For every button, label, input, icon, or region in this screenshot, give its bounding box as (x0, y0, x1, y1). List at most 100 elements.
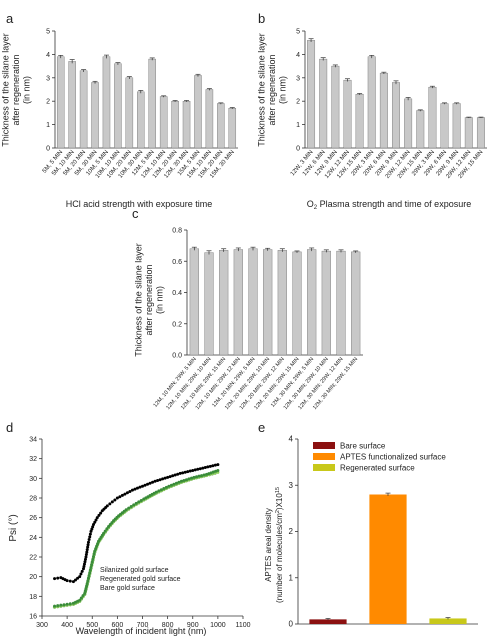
panel-d-point-regenerated (108, 523, 112, 527)
panel-d-point-silanized (83, 557, 87, 561)
panel-d-point-regenerated (211, 470, 215, 474)
panel-d-point-regenerated (134, 501, 138, 505)
panel-d-point-regenerated (107, 525, 111, 529)
panel-d-point-regenerated (105, 527, 109, 531)
panel-a-bar (182, 100, 191, 149)
panel-b-bar (307, 40, 316, 149)
panel-a-y-tick-label: 0 (46, 146, 50, 153)
panel-d-point-silanized (143, 483, 147, 487)
panel-d-point-regenerated (59, 603, 63, 607)
panel-d-point-silanized (86, 543, 90, 547)
panel-d-point-regenerated (139, 498, 143, 502)
panel-d-point-silanized (153, 479, 157, 483)
panel-d-point-silanized (211, 464, 215, 468)
panel-d-point-silanized (95, 516, 99, 520)
panel-d-x-tick-label: 300 (36, 622, 48, 629)
panel-d-point-silanized (178, 471, 182, 475)
panel-e-y-label-part: 2 (275, 510, 281, 513)
panel-d-point-silanized (203, 466, 207, 470)
panel-d-point-regenerated (86, 576, 90, 580)
panel-d-point-regenerated (79, 596, 83, 600)
panel-c-y-label-line-0: Thickness of the silane layer (134, 243, 144, 357)
panel-d-point-silanized (141, 484, 144, 488)
panel-b-x-axis-label-subscript: 2 (314, 205, 318, 211)
panel-d-point-regenerated (96, 542, 100, 546)
panel-d-point-regenerated (110, 521, 114, 525)
panel-e-legend-entry: Bare surface (340, 442, 386, 451)
panel-d-point-silanized (128, 489, 132, 493)
panel-a-bar (56, 56, 65, 149)
panel-d-point-regenerated (162, 487, 166, 491)
panel-d-point-silanized (161, 477, 165, 481)
panel-a-bar (228, 108, 237, 149)
panel-c-bar (248, 248, 258, 356)
panel-d-point-silanized (84, 553, 88, 557)
panel-d-legend-entry: Bare gold surface (100, 585, 155, 592)
panel-d-y-tick-label: 20 (29, 574, 37, 581)
panel-d-y-tick-label: 16 (29, 614, 37, 621)
panel-d-point-regenerated (81, 594, 85, 598)
panel-a-y-tick-label: 4 (46, 52, 50, 59)
panel-b-bar (428, 86, 437, 149)
panel-b-y-tick-label: 3 (296, 75, 300, 82)
panel-a-bar (217, 103, 225, 149)
panel-b-bar (367, 56, 376, 149)
panel-d-point-silanized (163, 476, 167, 480)
panel-d-y-tick-label: 32 (29, 456, 37, 463)
panel-d-point-regenerated (103, 529, 107, 533)
panel-d-point-silanized (123, 492, 127, 496)
panel-d-point-regenerated (172, 482, 176, 486)
panel-d-x-tick-label: 400 (61, 622, 73, 629)
panel-e-chart: 0 1 2 3 4 Bare surface APTES functionalized su… (289, 435, 478, 629)
panel-d-point-silanized (125, 491, 129, 495)
panel-e-y-label-line-0: APTES areal density (264, 508, 273, 582)
panel-d-chart: 16 18 20 22 24 26 28 30 32 34 300 400 500 600 700 800 90… (29, 437, 250, 630)
panel-a-bar (91, 82, 99, 149)
panel-d-point-silanized (151, 480, 155, 484)
panel-a-bar (205, 89, 214, 149)
panel-a-bar (194, 75, 202, 149)
panel-d-point-silanized (176, 472, 180, 476)
panel-d-point-silanized (173, 473, 177, 477)
panel-a-bar (159, 96, 168, 149)
panel-d-point-regenerated (88, 571, 92, 575)
panel-d-point-silanized (82, 562, 86, 566)
panel-b-bar (404, 98, 413, 149)
panel-a-bar (79, 70, 88, 149)
panel-d-x-tick-label: 800 (162, 622, 174, 629)
panel-d-point-silanized (168, 475, 172, 479)
panel-d-point-silanized (206, 465, 210, 469)
panel-d-point-silanized (86, 540, 90, 544)
panel-d-point-silanized (188, 469, 192, 473)
panel-d-point-silanized (120, 493, 124, 497)
panel-d-point-silanized (171, 474, 175, 478)
panel-d-point-silanized (156, 478, 160, 482)
panel-e-y-label-part: (number of molecules/cm (275, 513, 284, 603)
panel-d-point-silanized (216, 463, 220, 467)
panel-a-bar (125, 77, 134, 149)
panel-b-y-tick-label: 0 (296, 146, 300, 153)
panel-d-point-silanized (193, 468, 197, 472)
panel-d-point-regenerated (62, 603, 66, 607)
panel-d-point-regenerated (124, 508, 128, 512)
panel-d-point-regenerated (167, 484, 171, 488)
panel-d-point-silanized (148, 481, 152, 485)
panel-d-point-silanized (105, 504, 109, 508)
panel-a-y-tick-label: 1 (46, 122, 50, 129)
panel-e-y-axis-label: APTES areal density (number of molecules/… (264, 487, 284, 603)
panel-c-y-tick-label: 0.0 (172, 353, 182, 360)
panel-e-legend-swatch (313, 453, 335, 460)
panel-c-y-tick-label: 0.6 (172, 259, 182, 266)
panel-e-y-tick-label: 0 (289, 620, 294, 629)
panel-d-legend-entry: Silanized gold surface (100, 567, 169, 574)
panel-a-y-tick-label: 5 (46, 29, 50, 36)
panel-b-y-axis-label: Thickness of the silane layer after regen… (257, 33, 288, 147)
panel-d-x-tick-label: 700 (137, 622, 149, 629)
panel-d-point-regenerated (214, 469, 218, 473)
panel-a-y-tick-label: 3 (46, 75, 50, 82)
panel-b-bar (440, 103, 449, 149)
panel-e-bar (309, 619, 347, 624)
